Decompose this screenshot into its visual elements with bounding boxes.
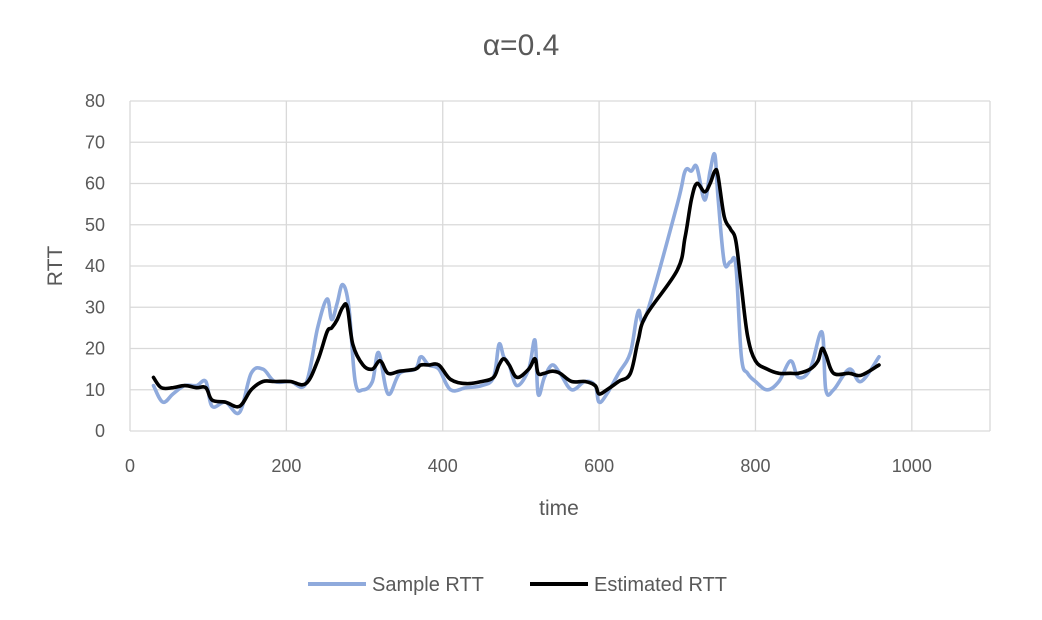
x-tick-label: 400 bbox=[428, 456, 458, 476]
legend-label-sample-rtt: Sample RTT bbox=[372, 574, 484, 596]
y-tick-label: 10 bbox=[85, 380, 105, 400]
legend: Sample RTT Estimated RTT bbox=[308, 574, 727, 596]
x-axis-title: time bbox=[539, 497, 579, 520]
y-tick-label: 50 bbox=[85, 215, 105, 235]
gridlines bbox=[129, 100, 991, 432]
chart-title: α=0.4 bbox=[483, 29, 560, 62]
y-axis-title: RTT bbox=[44, 246, 67, 287]
series-lines bbox=[151, 151, 881, 416]
legend-label-estimated-rtt: Estimated RTT bbox=[594, 574, 727, 596]
series-line-estimated-rtt bbox=[151, 167, 881, 409]
y-tick-label: 20 bbox=[85, 339, 105, 359]
y-axis-tick-labels: 0 10 20 30 40 50 60 70 80 bbox=[85, 91, 105, 441]
x-tick-label: 800 bbox=[740, 456, 770, 476]
x-tick-label: 1000 bbox=[892, 456, 932, 476]
y-tick-label: 70 bbox=[85, 132, 105, 152]
x-axis-tick-labels: 0 200 400 600 800 1000 bbox=[125, 456, 932, 476]
y-tick-label: 80 bbox=[85, 91, 105, 111]
x-tick-label: 0 bbox=[125, 456, 135, 476]
y-tick-label: 60 bbox=[85, 174, 105, 194]
y-tick-label: 30 bbox=[85, 297, 105, 317]
y-tick-label: 0 bbox=[95, 421, 105, 441]
series-line-sample-rtt bbox=[151, 151, 881, 416]
x-tick-label: 200 bbox=[271, 456, 301, 476]
y-tick-label: 40 bbox=[85, 256, 105, 276]
x-tick-label: 600 bbox=[584, 456, 614, 476]
